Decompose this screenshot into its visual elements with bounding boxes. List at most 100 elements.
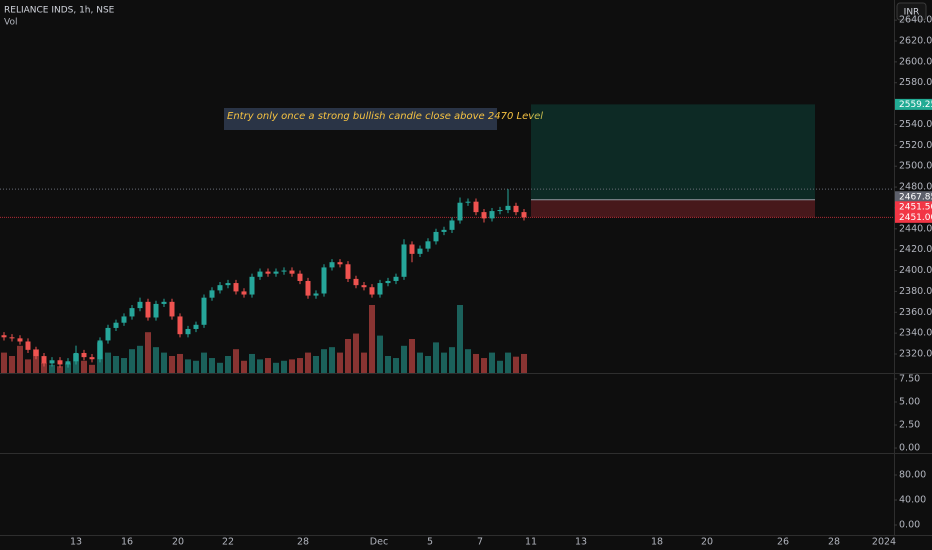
volume-bar <box>321 349 327 373</box>
candle-body <box>193 324 199 329</box>
x-tick-label: 22 <box>222 537 234 548</box>
volume-bar <box>345 339 351 373</box>
volume-bar <box>121 358 127 373</box>
candle-body <box>113 322 119 328</box>
volume-bar <box>297 358 303 373</box>
volume-bar <box>497 360 503 373</box>
y-tick-label: 2620.00 <box>899 36 932 47</box>
candle-body <box>417 248 423 254</box>
candle-body <box>41 356 47 364</box>
volume-bar <box>233 349 239 373</box>
volume-bar <box>265 358 271 373</box>
candle-body <box>289 270 295 274</box>
volume-bar <box>137 345 143 373</box>
candle-body <box>369 287 375 295</box>
candle-body <box>305 280 311 296</box>
volume-bar <box>105 352 111 373</box>
candle-body <box>401 244 407 277</box>
volume-bar <box>9 356 15 373</box>
volume-bar <box>489 352 495 373</box>
candle-body <box>97 340 103 360</box>
candle-body <box>297 273 303 281</box>
volume-bar <box>521 353 527 373</box>
candle-body <box>457 202 463 221</box>
y-tick-label: 2400.00 <box>899 265 932 276</box>
candle-body <box>89 357 95 360</box>
y-tick-label: 7.50 <box>899 373 920 384</box>
candle-body <box>465 201 471 203</box>
volume-bar <box>209 358 215 373</box>
y-tick-label: 2340.00 <box>899 328 932 339</box>
price-marker <box>895 98 932 110</box>
price-marker-label: 2451.00 <box>899 213 932 223</box>
candle-body <box>217 285 223 291</box>
candle-body <box>481 212 487 219</box>
volume-bar <box>177 353 183 373</box>
y-tick-label: 0.00 <box>899 443 920 454</box>
annotation-box <box>224 108 497 130</box>
y-tick-label: 2640.00 <box>899 15 932 26</box>
candle-body <box>137 301 143 309</box>
symbol-title: RELIANCE INDS, 1h, NSE <box>4 6 115 16</box>
x-tick-label: 7 <box>477 537 483 548</box>
candle-body <box>281 270 287 272</box>
volume-bar <box>225 356 231 373</box>
candle-body <box>441 229 447 232</box>
volume-bar <box>65 363 71 373</box>
candle-body <box>473 201 479 213</box>
y-tick-label: 2580.00 <box>899 77 932 88</box>
volume-bar <box>337 352 343 373</box>
volume-bar <box>201 352 207 373</box>
volume-bar <box>193 360 199 373</box>
candle-body <box>81 352 87 358</box>
volume-bar <box>385 356 391 373</box>
volume-bar <box>393 358 399 373</box>
candle-body <box>1 335 7 338</box>
candle-body <box>73 352 79 362</box>
x-tick-label: 20 <box>172 537 184 548</box>
currency-label[interactable]: INR <box>904 8 920 18</box>
volume-bar <box>457 305 463 373</box>
volume-bar <box>329 347 335 373</box>
volume-bar <box>449 347 455 373</box>
y-tick-label: 2.50 <box>899 420 920 431</box>
volume-bar <box>89 364 95 373</box>
candle-body <box>513 205 519 213</box>
volume-bar <box>305 352 311 373</box>
currency-button[interactable] <box>896 2 927 21</box>
price-marker <box>895 211 932 223</box>
candle-body <box>521 212 527 218</box>
x-tick-label: 18 <box>651 537 663 548</box>
volume-label: Vol <box>4 18 17 28</box>
volume-bar <box>433 342 439 373</box>
y-tick-label: 5.00 <box>899 396 920 407</box>
y-tick-label: 2380.00 <box>899 286 932 297</box>
volume-bar <box>401 345 407 373</box>
candle-body <box>489 211 495 219</box>
candle-body <box>329 262 335 268</box>
candle-body <box>241 291 247 295</box>
candle-body <box>9 337 15 339</box>
candle-body <box>425 241 431 249</box>
price-marker <box>895 201 932 213</box>
volume-bar <box>161 352 167 373</box>
y-tick-label: 40.00 <box>899 495 926 506</box>
candle-body <box>505 205 511 211</box>
volume-bar <box>145 332 151 373</box>
candle-body <box>265 271 271 274</box>
candle-body <box>169 301 175 317</box>
x-tick-label: 28 <box>828 537 840 548</box>
volume-bar <box>185 359 191 373</box>
x-tick-label: 13 <box>575 537 587 548</box>
y-tick-label: 2540.00 <box>899 119 932 130</box>
x-tick-label: Dec <box>370 537 388 548</box>
volume-bar <box>369 305 375 373</box>
volume-bar <box>153 347 159 373</box>
candle-body <box>233 283 239 292</box>
x-tick-label: 26 <box>777 537 789 548</box>
volume-bar <box>281 360 287 373</box>
volume-bar <box>505 352 511 373</box>
price-marker-label: 2451.50 <box>899 202 932 212</box>
candle-body <box>449 220 455 230</box>
